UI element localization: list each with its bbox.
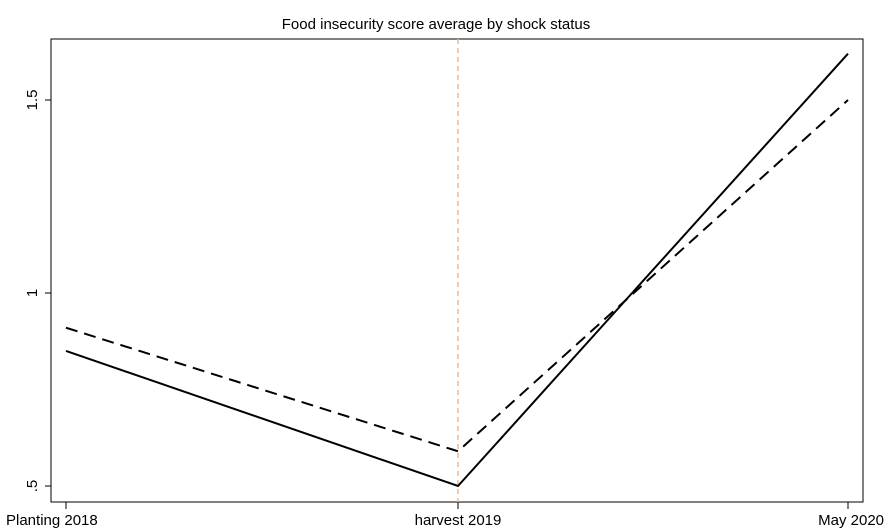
series-line-solid: [65, 53, 849, 488]
plot-frame: [50, 38, 864, 503]
y-tick-label: .5: [24, 480, 41, 493]
y-tick-label: 1: [24, 289, 41, 297]
x-tick-label: Planting 2018: [6, 512, 98, 529]
y-axis: .5 1 1.5: [24, 90, 51, 493]
x-axis: Planting 2018 harvest 2019 May 2020: [6, 502, 884, 529]
x-tick-label: May 2020: [818, 512, 884, 529]
series-group: [65, 53, 849, 488]
x-tick-label: harvest 2019: [415, 512, 502, 529]
y-tick-label: 1.5: [24, 90, 41, 111]
chart-title: Food insecurity score average by shock s…: [282, 16, 590, 33]
series-line-dashed: [65, 99, 849, 453]
